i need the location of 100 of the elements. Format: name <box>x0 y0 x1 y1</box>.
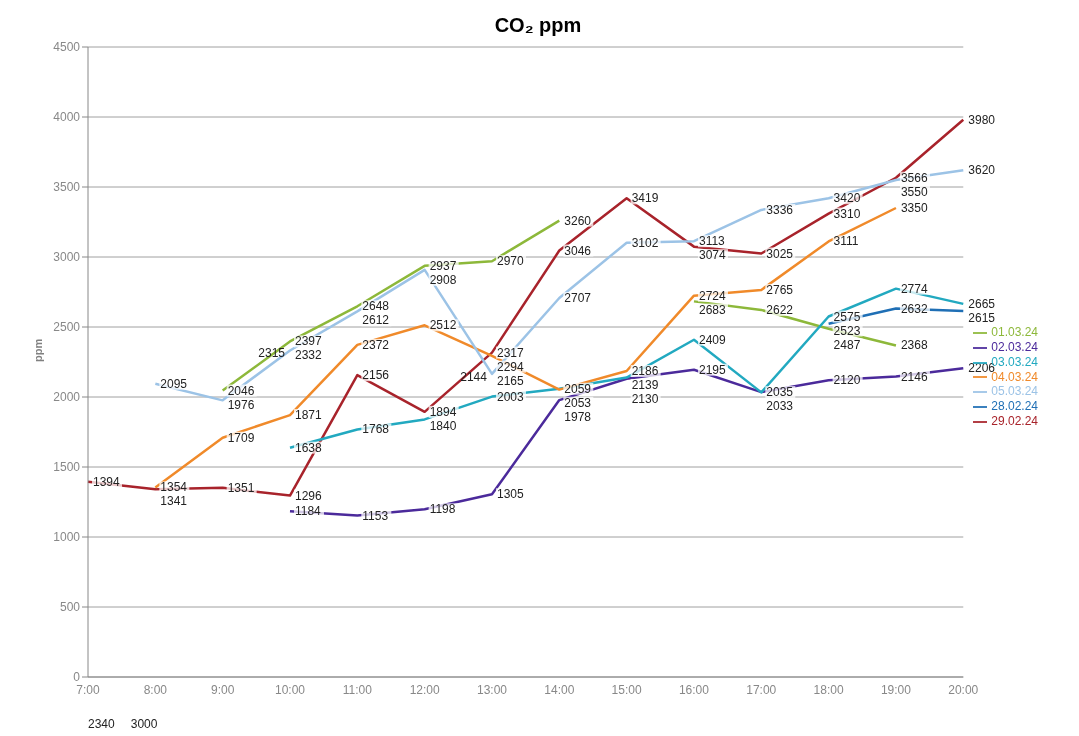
data-label: 1184 <box>294 504 322 519</box>
y-tick-label: 3500 <box>53 180 81 195</box>
data-label: 2774 <box>900 281 928 296</box>
x-tick-label: 7:00 <box>76 682 100 697</box>
x-tick-label: 19:00 <box>880 682 912 697</box>
data-label: 3046 <box>564 243 592 258</box>
data-label: 3566 <box>900 170 928 185</box>
text: 3000 <box>130 717 158 731</box>
data-label: 2059 <box>564 381 592 396</box>
data-label: 2409 <box>698 332 726 347</box>
legend-label: 01.03.24 <box>991 325 1038 340</box>
data-label: 2615 <box>968 310 996 325</box>
y-tick-label: 3000 <box>53 250 81 265</box>
data-label: 2332 <box>294 348 323 363</box>
data-label: 1638 <box>294 440 323 455</box>
data-label: 2622 <box>766 302 794 317</box>
data-label: 2317 <box>496 345 524 360</box>
data-label: 2368 <box>900 338 928 353</box>
data-label: 3025 <box>766 246 794 261</box>
data-label: 2372 <box>362 337 390 352</box>
data-label: 2156 <box>362 368 390 383</box>
y-tick-label: 1000 <box>53 530 81 545</box>
x-tick-label: 12:00 <box>409 682 440 697</box>
y-axis-title: ppm <box>31 338 44 362</box>
data-label: 3336 <box>766 202 794 217</box>
x-tick-label: 20:00 <box>948 682 979 697</box>
data-label: 2139 <box>631 377 659 392</box>
data-label: 1394 <box>93 474 121 489</box>
x-tick-label: 18:00 <box>813 682 844 697</box>
data-label: 2724 <box>698 288 726 303</box>
y-tick-label: 1500 <box>53 460 81 475</box>
data-label: 2665 <box>968 296 996 311</box>
x-tick-label: 9:00 <box>210 682 235 697</box>
data-label: 2130 <box>631 391 659 406</box>
data-label: 2053 <box>564 395 592 410</box>
y-tick-label: 2000 <box>53 390 81 405</box>
data-label: 2632 <box>900 301 928 316</box>
legend-label: 29.02.24 <box>991 414 1038 429</box>
data-label: 3620 <box>968 163 996 178</box>
x-tick-label: 16:00 <box>678 682 710 697</box>
data-label: 2294 <box>496 359 524 374</box>
data-label: 3111 <box>833 234 859 249</box>
data-label: 3350 <box>900 201 928 215</box>
data-label: 2970 <box>496 254 524 269</box>
legend-label: 05.03.24 <box>991 384 1038 399</box>
data-label: 2683 <box>698 302 726 317</box>
data-label: 2046 <box>227 383 255 398</box>
data-label: 2512 <box>429 318 457 333</box>
data-label: 3102 <box>631 235 659 250</box>
y-tick-label: 4500 <box>53 40 81 55</box>
data-label: 1341 <box>160 494 188 509</box>
data-label: 2186 <box>631 363 659 378</box>
legend-label: 02.03.24 <box>991 339 1038 354</box>
data-label: 1305 <box>496 487 524 502</box>
data-label: 2397 <box>294 334 323 349</box>
data-label: 2120 <box>833 373 861 388</box>
data-label: 2908 <box>429 272 457 287</box>
x-tick-label: 15:00 <box>611 682 642 697</box>
data-label: 2003 <box>496 389 524 404</box>
data-label: 3310 <box>833 206 861 221</box>
data-label: 2095 <box>160 376 188 391</box>
data-label: 1976 <box>227 397 255 412</box>
data-label: 2523 <box>833 323 861 338</box>
data-label: 1351 <box>227 480 255 495</box>
data-label: 1153 <box>362 508 389 523</box>
data-label: 2575 <box>833 309 861 324</box>
data-label: 2165 <box>496 373 524 388</box>
data-label: 3113 <box>698 234 726 249</box>
data-label: 1768 <box>362 422 390 437</box>
y-tick-label: 2500 <box>53 320 81 335</box>
data-label: 2033 <box>766 399 794 414</box>
data-label: 2612 <box>362 313 390 328</box>
data-label: 3980 <box>968 112 996 127</box>
legend-label: 28.02.24 <box>991 399 1038 414</box>
data-label: 1978 <box>564 409 592 424</box>
x-tick-label: 14:00 <box>544 682 575 697</box>
y-tick-label: 500 <box>59 600 81 615</box>
data-label: 3260 <box>564 213 592 228</box>
data-label: 1894 <box>429 404 457 419</box>
y-tick-label: 0 <box>73 670 81 685</box>
data-label: 1709 <box>227 430 255 445</box>
x-tick-label: 8:00 <box>143 682 168 697</box>
x-tick-label: 10:00 <box>274 682 306 697</box>
x-tick-label: 11:00 <box>342 682 373 697</box>
x-tick-label: 17:00 <box>746 682 777 697</box>
data-label: 2195 <box>698 362 726 377</box>
x-tick-label: 13:00 <box>476 682 508 697</box>
data-label: 3420 <box>833 191 861 206</box>
y-tick-label: 4000 <box>53 110 81 125</box>
data-label: 3074 <box>698 248 726 263</box>
data-label: 3550 <box>900 184 928 199</box>
data-label: 2765 <box>766 282 794 297</box>
data-label: 1354 <box>160 480 188 495</box>
data-label: 2648 <box>362 299 390 314</box>
text: 2340 <box>88 717 115 731</box>
data-label: 2707 <box>564 291 592 306</box>
data-label: 1296 <box>294 488 323 503</box>
data-label: 1198 <box>429 502 456 517</box>
data-label: 2146 <box>900 369 928 384</box>
data-label: 2487 <box>833 337 861 352</box>
